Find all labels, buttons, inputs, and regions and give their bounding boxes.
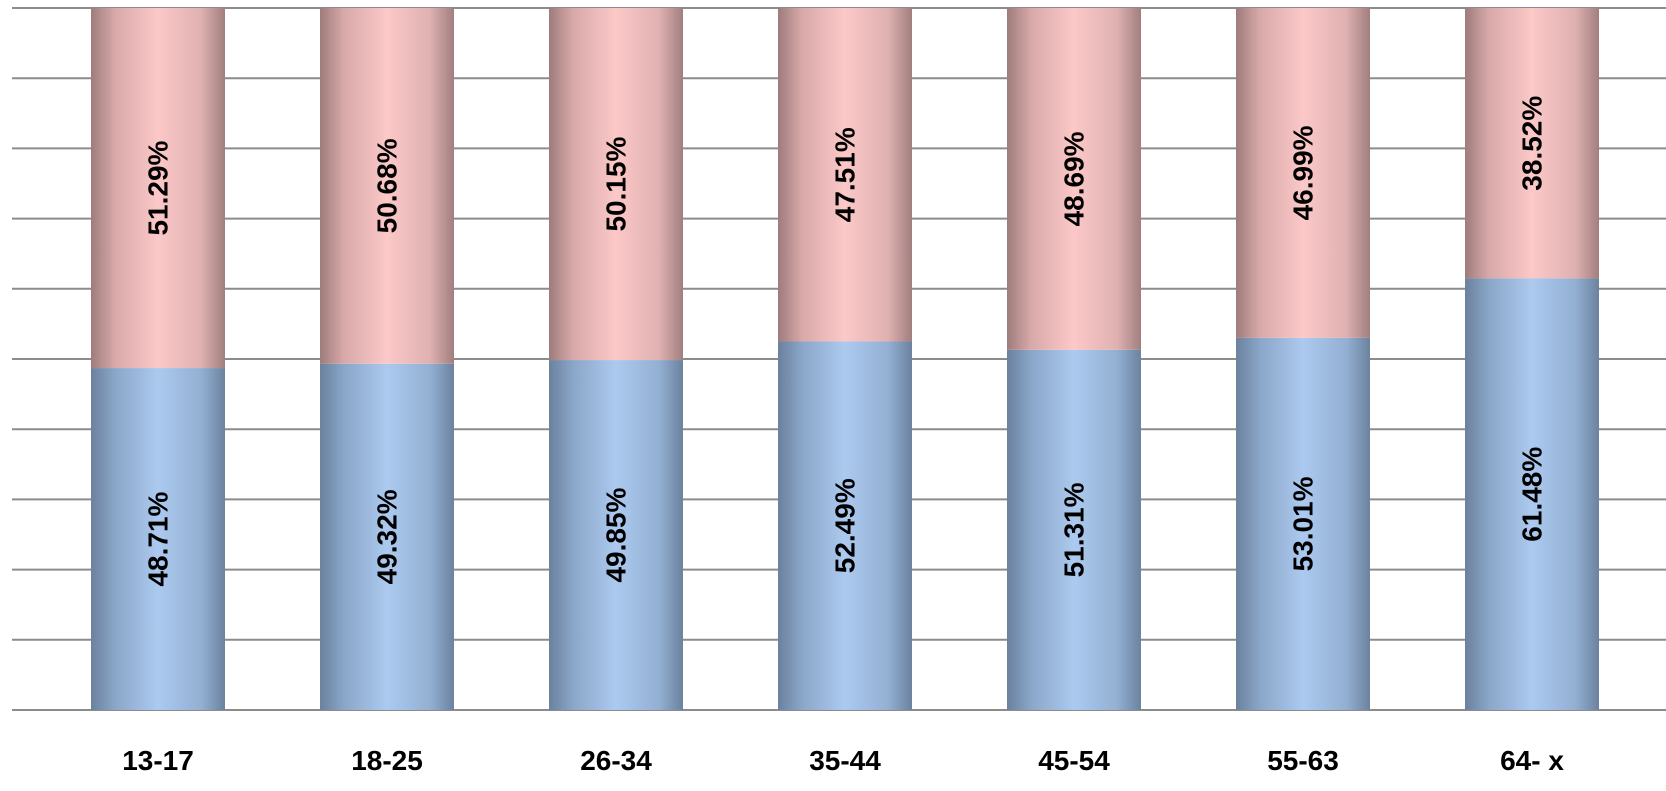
data-label: 48.71% [143,491,174,586]
bar-segment-1 [778,8,912,342]
data-label: 52.49% [830,478,861,573]
x-tick-label: 13-17 [122,745,194,776]
bar-segment-0 [778,341,912,710]
bar-segment-1 [1465,8,1599,279]
bar-segment-0 [1465,278,1599,710]
x-tick-label: 45-54 [1038,745,1110,776]
bars [91,8,1599,710]
x-axis-labels: 13-17 18-25 26-34 35-44 45-54 55-63 64- x [122,745,1564,776]
bar-segment-1 [91,8,225,369]
data-label: 50.15% [601,136,632,231]
data-label: 61.48% [1517,447,1548,542]
data-label: 53.01% [1288,476,1319,571]
bar-segment-1 [1007,8,1141,350]
bar-segment-0 [1007,349,1141,710]
data-label: 51.29% [143,140,174,235]
bar-segment-1 [320,8,454,364]
data-label: 49.32% [372,489,403,584]
bar-segment-0 [1236,337,1370,710]
x-tick-label: 26-34 [580,745,652,776]
data-label: 47.51% [830,127,861,222]
x-tick-label: 64- x [1500,745,1564,776]
data-label: 48.69% [1059,131,1090,226]
x-tick-label: 35-44 [809,745,881,776]
data-label: 50.68% [372,138,403,233]
bar-segment-0 [549,360,683,710]
bar-segment-1 [1236,8,1370,338]
data-label: 38.52% [1517,96,1548,191]
bar-segment-1 [549,8,683,361]
data-label: 46.99% [1288,125,1319,220]
x-tick-label: 18-25 [351,745,423,776]
data-label: 49.85% [601,487,632,582]
data-label: 51.31% [1059,482,1090,577]
x-tick-label: 55-63 [1267,745,1339,776]
value-labels: 48.71% 51.29% 49.32% 50.68% 49.85% 50.15% 52.4… [143,96,1548,587]
bar-segment-0 [91,368,225,710]
bar-segment-0 [320,363,454,710]
